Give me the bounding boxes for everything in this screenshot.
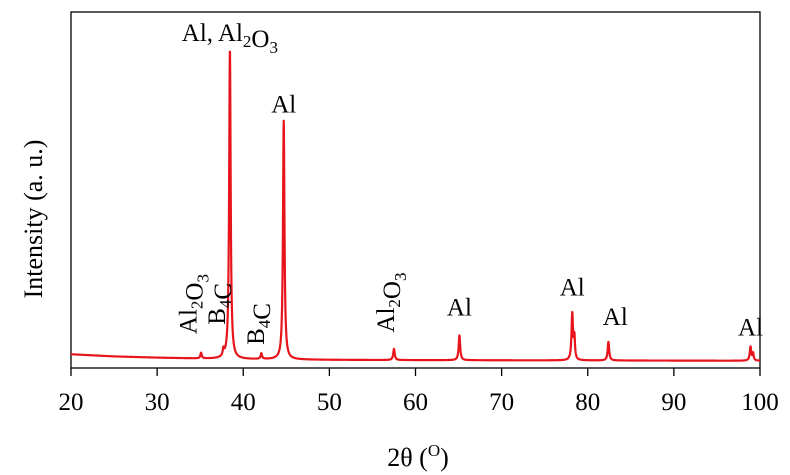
x-tick-label-100: 100 [741,389,779,416]
series-line-0 [70,50,761,362]
ann-b4c-42: B4C [243,303,276,345]
plot-frame [70,11,761,369]
ann-al2o3-57: Al2O3 [373,273,410,333]
x-tick-label-30: 30 [145,389,170,416]
series-layer [70,50,761,362]
x-tick-label-80: 80 [575,389,600,416]
x-tick-label-70: 70 [489,389,514,416]
x-tick-label-50: 50 [317,389,342,416]
ann-b4c-37: B4C [204,283,237,325]
x-axis-ticks [70,368,761,376]
ann-al2o3-35: Al2O3 [176,274,213,334]
x-axis-label: 2θ (O) [387,441,449,472]
x-tick-label-60: 60 [403,389,428,416]
ann-al-44: Al [271,91,296,118]
ann-al-78: Al [560,274,585,301]
x-tick-label-20: 20 [59,389,84,416]
y-axis-label: Intensity (a. u.) [19,140,48,299]
ann-al-al2o3-main: Al, Al2O3 [182,20,278,57]
ann-al-99: Al [738,315,763,342]
x-tick-label-40: 40 [231,389,256,416]
x-axis-tick-labels: 20 30 40 50 60 70 80 90 100 [59,389,779,416]
plot-area-border [70,11,761,369]
x-tick-label-90: 90 [661,389,686,416]
ann-al-65: Al [447,295,472,322]
ann-al-82: Al [603,304,628,331]
